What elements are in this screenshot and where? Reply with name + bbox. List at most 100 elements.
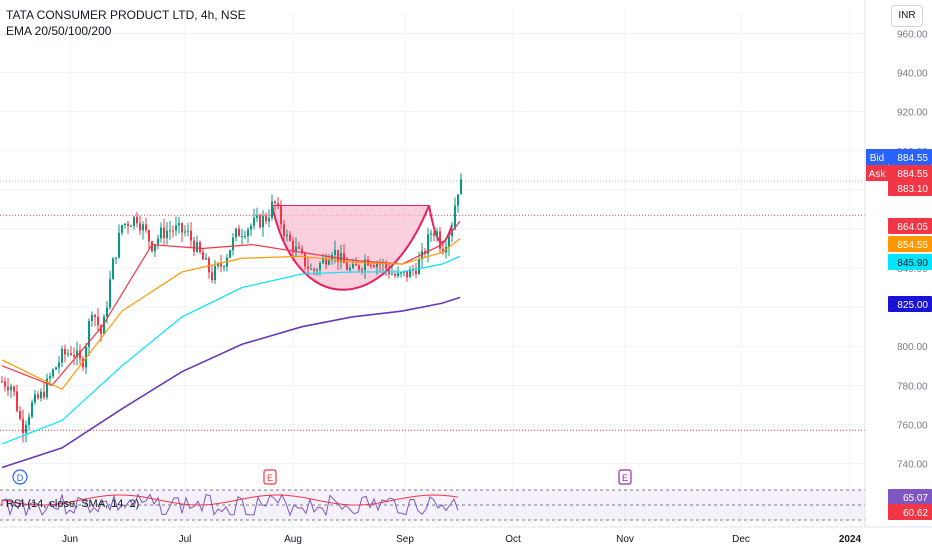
candle-body <box>430 233 432 235</box>
candle-body <box>235 228 237 238</box>
candle-body <box>232 237 234 251</box>
candle-body <box>31 402 33 417</box>
candle-body <box>133 216 135 227</box>
cup-outline <box>271 205 430 291</box>
candle-body <box>49 376 51 379</box>
candle-body <box>28 416 30 425</box>
candle-body <box>319 263 321 271</box>
candle-body <box>304 252 306 267</box>
candle-body <box>202 252 204 260</box>
candle-body <box>118 232 120 258</box>
ema-lines <box>1 220 461 469</box>
candle-body <box>172 230 174 232</box>
candle-body <box>64 348 66 355</box>
candle-body <box>157 238 159 245</box>
candle-body <box>406 271 408 278</box>
candle-body <box>283 224 285 237</box>
rsi-sma-line <box>1 494 459 506</box>
candle-body <box>229 250 231 258</box>
candle-body <box>82 358 84 368</box>
candle-body <box>40 391 42 399</box>
candle-body <box>247 229 249 237</box>
candle-body <box>418 259 420 275</box>
candle-body <box>289 234 291 241</box>
candle-body <box>163 227 165 239</box>
candle-body <box>280 205 282 225</box>
price-tick-label: 740.00 <box>897 460 928 471</box>
candle-body <box>415 270 417 275</box>
candle-body <box>76 350 78 357</box>
ask-label-text: Ask <box>869 169 887 180</box>
candle-body <box>454 205 456 230</box>
candle-body <box>325 258 327 265</box>
ema20-tag-text: 864.05 <box>897 222 928 233</box>
candle-body <box>106 307 108 317</box>
price-tick-label: 760.00 <box>897 420 928 431</box>
candle-body <box>301 248 303 253</box>
candle-body <box>364 259 366 270</box>
ema20-tag-bg <box>888 218 932 234</box>
time-tick-label: 2024 <box>839 534 862 545</box>
candle-body <box>16 391 18 411</box>
candle-body <box>70 353 72 355</box>
candle-body <box>292 240 294 253</box>
time-tick-label: Nov <box>616 534 634 545</box>
grid-lines <box>0 10 865 527</box>
candle-body <box>91 314 93 322</box>
candle-body <box>316 270 318 272</box>
bid-label-text: Bid <box>870 153 884 164</box>
candle-body <box>22 418 24 434</box>
time-tick-label: Jun <box>62 534 78 545</box>
candle-body <box>7 386 9 391</box>
time-tick-label: Jul <box>179 534 192 545</box>
rsi-sma-value-bg <box>888 504 932 520</box>
candle-body <box>358 265 360 270</box>
ask-label-bg <box>866 165 888 181</box>
candle-body <box>79 350 81 359</box>
indicator-label: EMA 20/50/100/200 <box>6 24 112 38</box>
candle-body <box>142 224 144 231</box>
candle-body <box>115 257 117 259</box>
rsi-pane <box>0 489 865 521</box>
candle-body <box>214 265 216 281</box>
rsi-line <box>1 493 459 517</box>
currency-button[interactable]: INR <box>891 5 923 27</box>
bid-label-bg <box>866 149 888 165</box>
candle-body <box>442 248 444 253</box>
candle-body <box>19 410 21 419</box>
candle-body <box>190 230 192 241</box>
candle-body <box>460 179 462 195</box>
candle-body <box>139 223 141 231</box>
last-price-text: 883.10 <box>897 184 928 195</box>
ema-line-ema-100 <box>1 255 461 445</box>
candle-body <box>124 223 126 226</box>
candle-body <box>181 223 183 233</box>
candle-body <box>184 231 186 233</box>
candle-body <box>217 263 219 266</box>
candle-body <box>46 378 48 398</box>
candle-body <box>13 386 15 392</box>
candle-body <box>322 258 324 264</box>
horizontal-levels <box>0 180 865 431</box>
time-tick-label: Sep <box>396 534 414 545</box>
candle-body <box>121 225 123 233</box>
candle-body <box>154 244 156 252</box>
ema-line-ema-200 <box>1 296 461 469</box>
candle-body <box>145 224 147 231</box>
candle-body <box>130 226 132 228</box>
time-tick-label: Aug <box>284 534 302 545</box>
candle-body <box>340 253 342 262</box>
candle-body <box>4 381 6 387</box>
candle-body <box>391 273 393 275</box>
candle-body <box>259 215 261 228</box>
symbol-title: TATA CONSUMER PRODUCT LTD, 4h, NSE <box>6 8 246 22</box>
candle-body <box>97 316 99 326</box>
time-tick-label: Oct <box>505 534 521 545</box>
ema100-tag-text: 845.90 <box>897 258 928 269</box>
candle-body <box>61 348 63 363</box>
time-axis[interactable]: Jun Jul Aug Sep Oct Nov Dec 2024 <box>0 526 932 545</box>
dividend-marker <box>12 469 28 485</box>
candle-body <box>433 233 435 236</box>
